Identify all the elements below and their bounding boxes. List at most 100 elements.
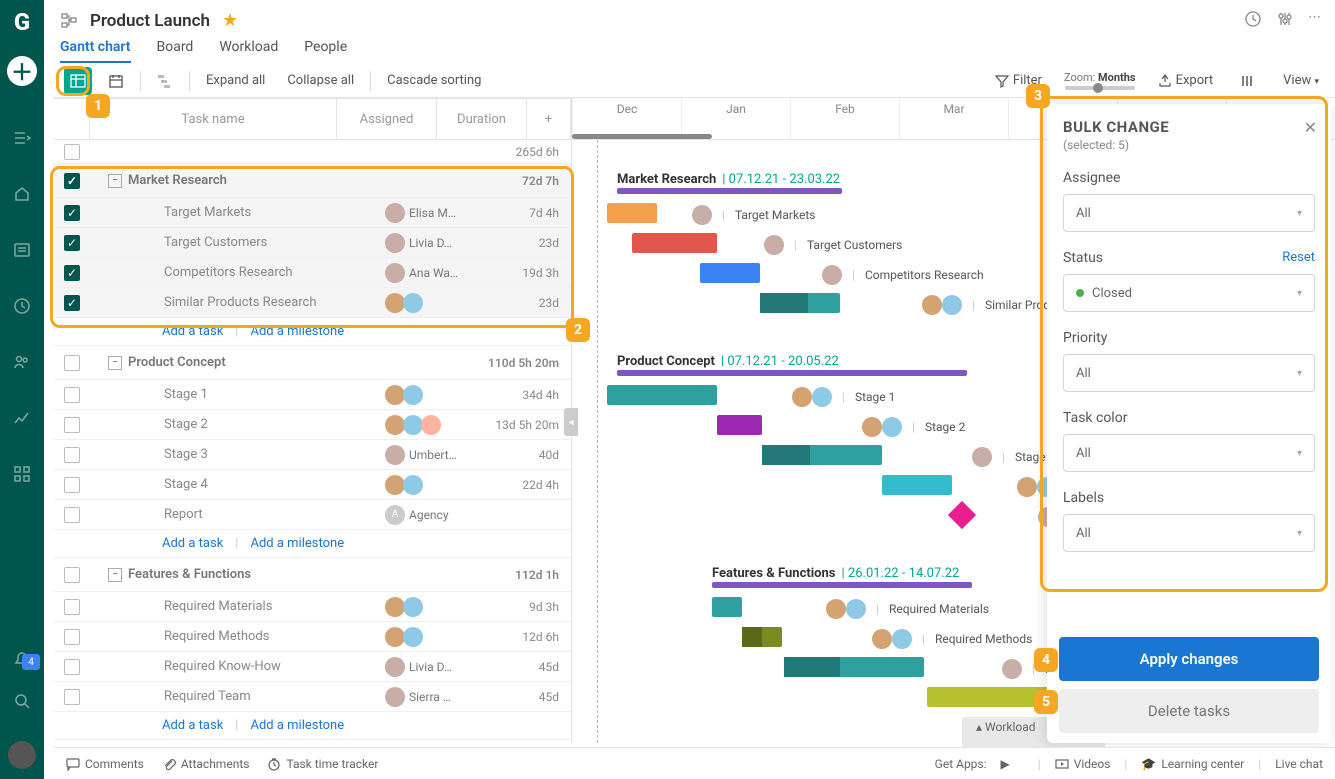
expand-all-button[interactable]: Expand all: [200, 71, 271, 90]
task-checkbox[interactable]: [64, 507, 80, 523]
add-task-link[interactable]: Add a task: [162, 718, 223, 733]
apply-changes-button[interactable]: Apply changes: [1059, 637, 1319, 681]
task-name[interactable]: Required Team: [164, 689, 251, 704]
group-checkbox[interactable]: [64, 355, 80, 371]
task-name[interactable]: Required Know-How: [164, 659, 281, 674]
delete-tasks-button[interactable]: Delete tasks: [1059, 689, 1319, 733]
task-bar[interactable]: [762, 445, 882, 465]
group-bar[interactable]: [712, 582, 972, 588]
history-icon[interactable]: [1244, 10, 1262, 28]
task-checkbox[interactable]: ✓: [64, 235, 80, 251]
add-column-button[interactable]: +: [527, 99, 571, 139]
task-checkbox[interactable]: [64, 447, 80, 463]
col-duration[interactable]: Duration: [437, 99, 527, 139]
bulk-taskcolor-select[interactable]: All▾: [1063, 434, 1315, 472]
hierarchy-icon[interactable]: [60, 12, 78, 30]
task-checkbox[interactable]: ✓: [64, 295, 80, 311]
settings-icon[interactable]: [1276, 10, 1294, 28]
task-bar[interactable]: [607, 385, 717, 405]
add-milestone-link[interactable]: Add a milestone: [250, 536, 344, 551]
task-checkbox[interactable]: [64, 599, 80, 615]
more-icon[interactable]: ⋯: [1308, 10, 1321, 28]
user-avatar[interactable]: [8, 741, 36, 769]
indent-icon[interactable]: [151, 67, 179, 95]
view-button[interactable]: View ▾: [1277, 71, 1325, 90]
auto-schedule-icon[interactable]: [102, 67, 130, 95]
google-play-icon[interactable]: ▶: [1001, 757, 1010, 771]
group-checkbox[interactable]: [64, 567, 80, 583]
export-button[interactable]: Export: [1152, 71, 1220, 90]
task-bar[interactable]: [784, 657, 924, 677]
task-name[interactable]: Similar Products Research: [164, 295, 317, 310]
task-checkbox[interactable]: [64, 477, 80, 493]
task-bar[interactable]: [607, 203, 657, 223]
task-bar[interactable]: [700, 263, 760, 283]
footer-videos[interactable]: Videos: [1055, 757, 1111, 771]
tab-workload[interactable]: Workload: [219, 39, 278, 63]
collapse-icon[interactable]: −: [108, 356, 122, 370]
task-name[interactable]: Stage 1: [164, 387, 208, 402]
task-bar[interactable]: [760, 293, 840, 313]
columns-icon[interactable]: [1235, 72, 1261, 90]
task-bar[interactable]: [882, 475, 952, 495]
collapse-icon[interactable]: −: [108, 174, 122, 188]
nav-search-icon[interactable]: [10, 689, 34, 713]
bulk-labels-select[interactable]: All▾: [1063, 514, 1315, 552]
nav-chart-icon[interactable]: [10, 406, 34, 430]
task-name[interactable]: Stage 3: [164, 447, 208, 462]
task-name[interactable]: Stage 4: [164, 477, 208, 492]
task-bar[interactable]: [717, 415, 762, 435]
col-taskname[interactable]: Task name: [90, 99, 337, 139]
footer-learning[interactable]: 🎓 Learning center: [1141, 757, 1244, 771]
task-checkbox[interactable]: [64, 629, 80, 645]
collapse-all-button[interactable]: Collapse all: [281, 71, 360, 90]
group-bar[interactable]: [617, 370, 967, 376]
timeline-scrollbar[interactable]: [572, 134, 712, 139]
task-name[interactable]: Target Customers: [164, 235, 267, 250]
bulk-priority-select[interactable]: All▾: [1063, 354, 1315, 392]
star-icon[interactable]: ★: [222, 10, 238, 31]
nav-clock-icon[interactable]: [10, 294, 34, 318]
add-milestone-link[interactable]: Add a milestone: [250, 718, 344, 733]
col-assigned[interactable]: Assigned: [337, 99, 437, 139]
task-bar[interactable]: [712, 597, 742, 617]
task-name[interactable]: Target Markets: [164, 205, 251, 220]
nav-apps-icon[interactable]: [10, 462, 34, 486]
bulk-status-select[interactable]: Closed▾: [1063, 274, 1315, 312]
grid-view-icon[interactable]: [64, 67, 92, 95]
task-checkbox[interactable]: [64, 387, 80, 403]
task-checkbox[interactable]: [64, 417, 80, 433]
add-task-link[interactable]: Add a task: [162, 324, 223, 339]
add-milestone-link[interactable]: Add a milestone: [250, 324, 344, 339]
close-icon[interactable]: ✕: [1304, 118, 1317, 137]
footer-tracker[interactable]: Task time tracker: [267, 757, 378, 771]
task-name[interactable]: Required Materials: [164, 599, 272, 614]
grid-collapse-handle[interactable]: ◂: [564, 408, 578, 436]
tab-gantt-chart[interactable]: Gantt chart: [60, 39, 131, 63]
task-name[interactable]: Required Methods: [164, 629, 269, 644]
task-checkbox[interactable]: [64, 659, 80, 675]
bulk-status-reset[interactable]: Reset: [1282, 250, 1315, 266]
tab-board[interactable]: Board: [157, 39, 194, 63]
task-bar[interactable]: [632, 233, 717, 253]
task-name[interactable]: Report: [164, 507, 203, 522]
select-all-checkbox[interactable]: [64, 144, 80, 160]
task-checkbox[interactable]: [64, 689, 80, 705]
footer-chat[interactable]: Live chat: [1275, 757, 1323, 771]
task-bar[interactable]: [742, 627, 782, 647]
group-bar[interactable]: [617, 188, 842, 194]
nav-people-icon[interactable]: [10, 350, 34, 374]
task-checkbox[interactable]: ✓: [64, 205, 80, 221]
task-name[interactable]: Competitors Research: [164, 265, 293, 280]
group-checkbox[interactable]: ✓: [64, 173, 80, 189]
milestone[interactable]: [948, 501, 976, 529]
footer-comments[interactable]: Comments: [66, 757, 144, 771]
bulk-assignee-select[interactable]: All▾: [1063, 194, 1315, 232]
task-checkbox[interactable]: ✓: [64, 265, 80, 281]
task-name[interactable]: Stage 2: [164, 417, 208, 432]
add-task-link[interactable]: Add a task: [162, 536, 223, 551]
footer-attachments[interactable]: Attachments: [162, 757, 250, 771]
tab-people[interactable]: People: [304, 39, 347, 63]
zoom-control[interactable]: Zoom: Months: [1064, 71, 1136, 90]
nav-collapse-icon[interactable]: [10, 126, 34, 150]
